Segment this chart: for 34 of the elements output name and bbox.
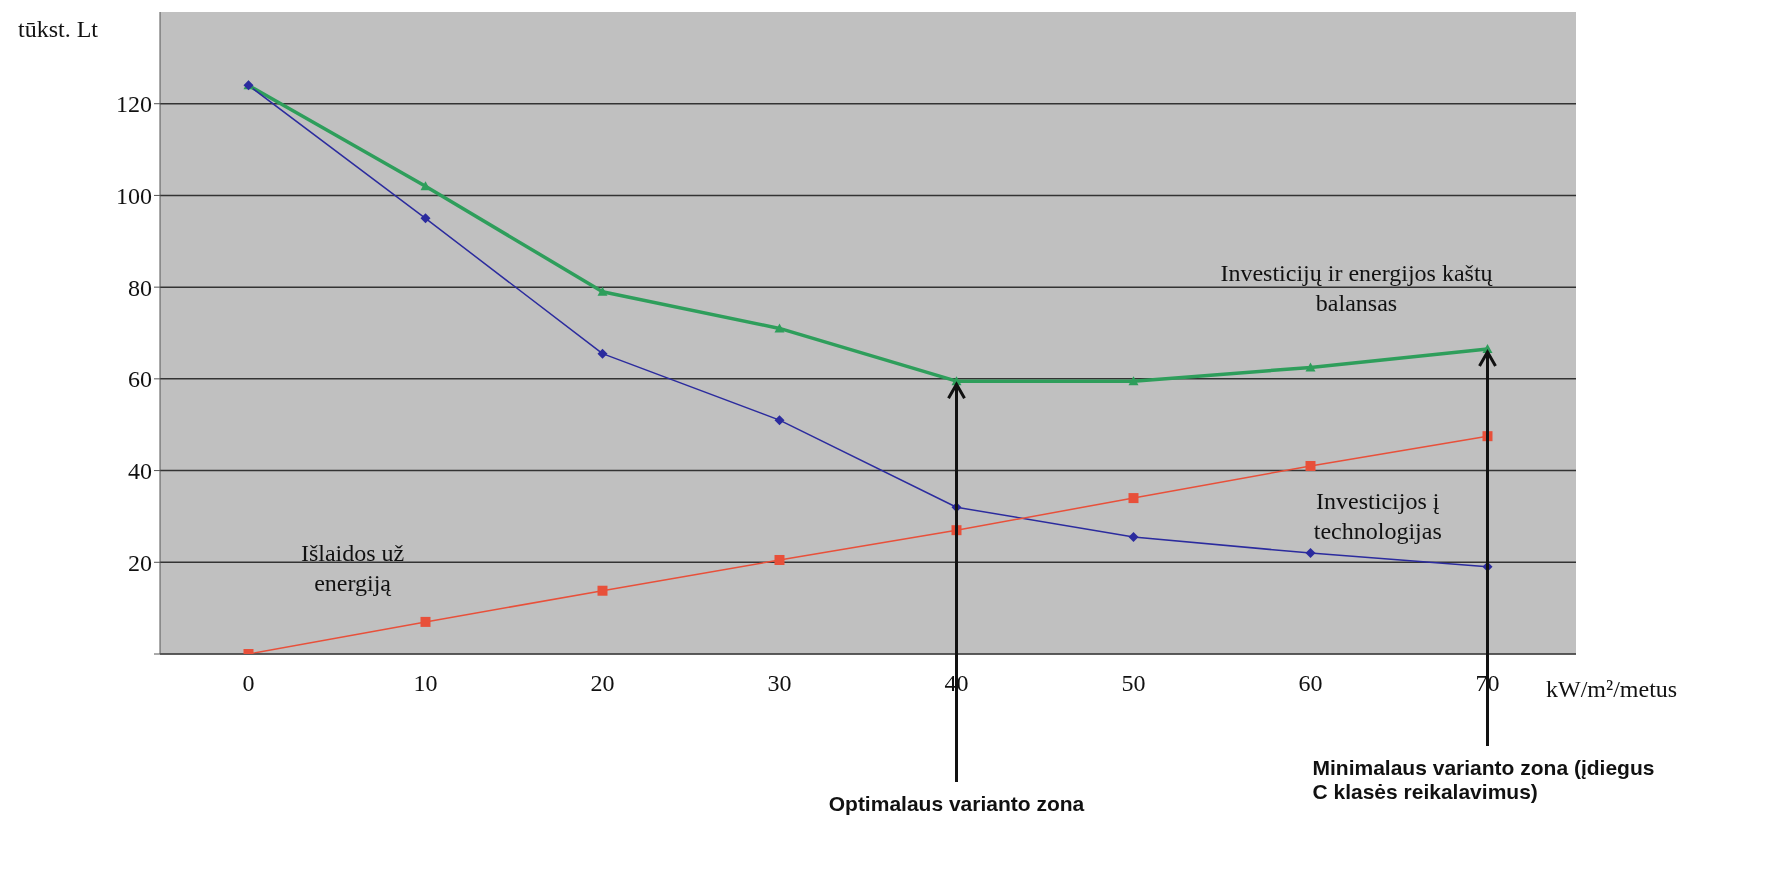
point — [1128, 376, 1139, 386]
x-tick-label: 20 — [590, 670, 615, 697]
x-tick-label: 50 — [1121, 670, 1146, 697]
point — [597, 585, 608, 596]
point — [1128, 493, 1139, 504]
point — [420, 616, 431, 627]
annotation: Minimalaus varianto zona (įdiegus C klasės reikalavimus) — [1312, 756, 1656, 804]
x-tick-label: 0 — [242, 670, 255, 697]
point — [1305, 548, 1316, 559]
x-tick-label: 10 — [413, 670, 438, 697]
y-axis-title: tūkst. Lt — [18, 16, 99, 43]
x-tick-label: 60 — [1298, 670, 1323, 697]
point — [774, 323, 785, 333]
x-axis-title: kW/m²/metus — [1546, 676, 1678, 703]
annotation: Investicijų ir energijos kaštų balansas — [1219, 259, 1494, 319]
point — [1128, 532, 1139, 543]
point — [774, 554, 785, 565]
point — [597, 286, 608, 296]
point — [420, 213, 431, 224]
point — [1305, 362, 1316, 372]
point — [420, 181, 431, 191]
y-tick-label: 20 — [128, 549, 152, 576]
y-tick-label: 60 — [128, 366, 152, 393]
point — [1305, 460, 1316, 471]
y-tick-label: 40 — [128, 458, 152, 485]
x-tick-label: 30 — [767, 670, 792, 697]
y-tick-label: 80 — [128, 274, 152, 301]
y-tick-label: 120 — [116, 91, 152, 118]
annotation: Išlaidos už energiją — [299, 538, 406, 598]
annotation: Optimalaus varianto zona — [827, 792, 1086, 816]
annotation: Investicijos į technologijas — [1312, 486, 1443, 546]
point — [774, 415, 785, 426]
y-tick-label: 100 — [116, 182, 152, 209]
point — [597, 348, 608, 359]
